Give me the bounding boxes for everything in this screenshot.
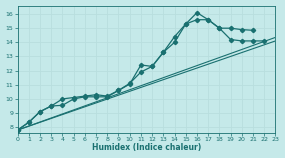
X-axis label: Humidex (Indice chaleur): Humidex (Indice chaleur) — [92, 143, 201, 152]
